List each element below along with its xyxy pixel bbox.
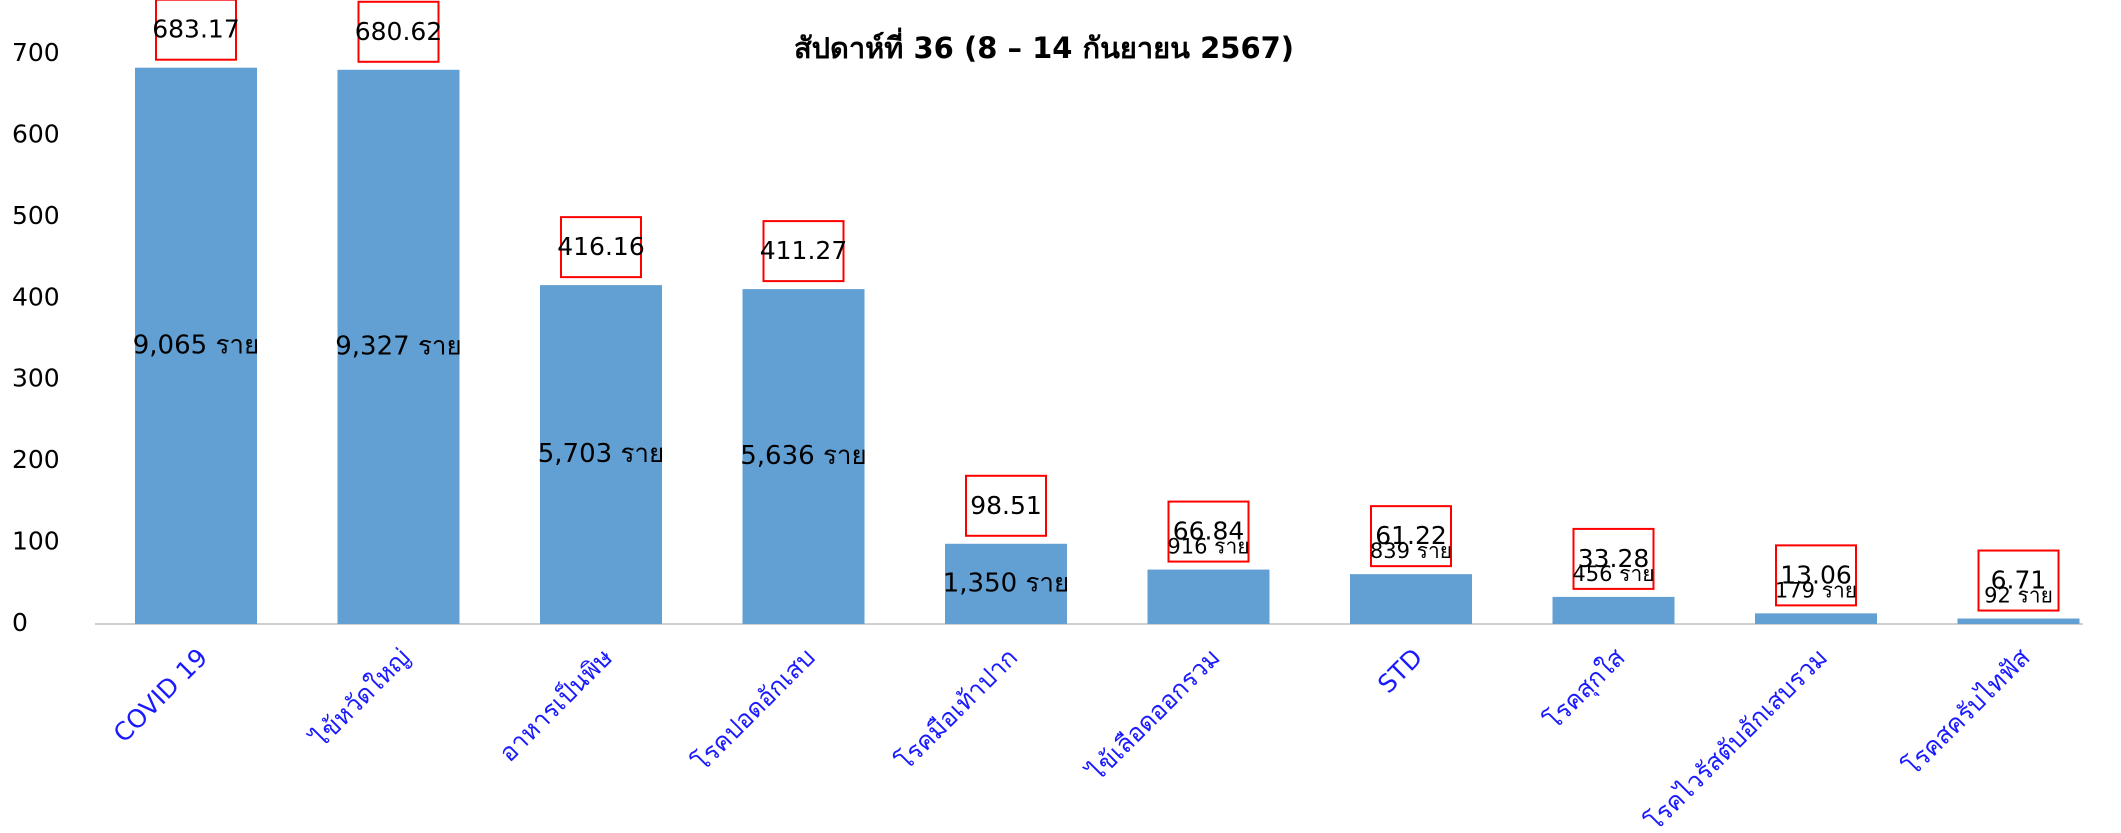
y-tick-label: 300: [12, 364, 60, 393]
case-label: 916 ราย: [1167, 535, 1249, 559]
value-label: 66.84: [1173, 517, 1245, 546]
case-label: 5,703 ราย: [538, 439, 665, 469]
label-box: [357, 0, 440, 63]
x-tick-label: โรคไวรัสตับอักเสบรวม: [1640, 643, 1834, 833]
case-label: 9,327 ราย: [335, 331, 462, 361]
value-label: 680.62: [355, 17, 442, 46]
value-label: 416.16: [557, 232, 644, 261]
label-box: [1977, 549, 2060, 612]
value-label: 13.06: [1780, 560, 1852, 589]
case-label: 179 ราย: [1775, 578, 1857, 602]
bar: [135, 67, 257, 625]
case-label: 5,636 ราย: [740, 441, 867, 471]
label-box: [1370, 505, 1452, 568]
y-tick-label: 0: [12, 608, 28, 637]
bar: [1957, 618, 2080, 624]
label-box: [1775, 544, 1857, 607]
bar: [1147, 569, 1270, 624]
bar: [1755, 613, 1877, 624]
chart-title: สัปดาห์ที่ 36 (8 – 14 กันยายน 2567): [794, 27, 1294, 65]
label-box: [762, 220, 845, 283]
label-box: [155, 0, 237, 61]
x-tick-label: ไข้หวัดใหญ่: [304, 643, 415, 754]
label-box: [1572, 527, 1655, 590]
x-tick-label: โรคมือเท้าปาก: [890, 643, 1023, 776]
label-box: [560, 216, 642, 279]
case-label: 456 ราย: [1572, 562, 1654, 586]
x-tick-label: โรคสครับไทฟัส: [1897, 643, 2036, 782]
x-tick-label: โรคปอดอักเสบ: [687, 643, 821, 777]
value-label: 61.22: [1375, 521, 1447, 550]
bar: [1350, 574, 1472, 624]
case-label: 1,350 ราย: [943, 568, 1070, 598]
case-label: 9,065 ราย: [133, 330, 260, 360]
bar: [1552, 596, 1675, 624]
case-label: 839 ราย: [1370, 539, 1452, 563]
value-label: 98.51: [970, 491, 1042, 520]
y-tick-label: 100: [12, 527, 60, 556]
label-box: [965, 474, 1047, 537]
y-tick-label: 700: [12, 38, 60, 67]
x-tick-label: โรคสุกใส: [1538, 643, 1631, 736]
value-label: 33.28: [1578, 544, 1650, 573]
value-label: 6.71: [1991, 566, 2047, 595]
x-tick-label: STD: [1372, 643, 1428, 699]
y-tick-label: 600: [12, 119, 60, 148]
bar: [540, 285, 662, 624]
value-label: 683.17: [152, 15, 239, 44]
value-label: 411.27: [760, 236, 847, 265]
bar: [945, 543, 1067, 624]
bar: [337, 69, 460, 624]
x-tick-label: อาหารเป็นพิษ: [493, 642, 618, 767]
y-tick-label: 200: [12, 445, 60, 474]
x-tick-label: ไข้เลือดออกรวม: [1081, 643, 1226, 788]
case-label: 92 ราย: [1984, 584, 2053, 608]
y-tick-label: 500: [12, 201, 60, 230]
y-tick-label: 400: [12, 282, 60, 311]
label-box: [1167, 500, 1250, 563]
x-tick-label: COVID 19: [108, 643, 213, 748]
bar: [742, 289, 865, 624]
